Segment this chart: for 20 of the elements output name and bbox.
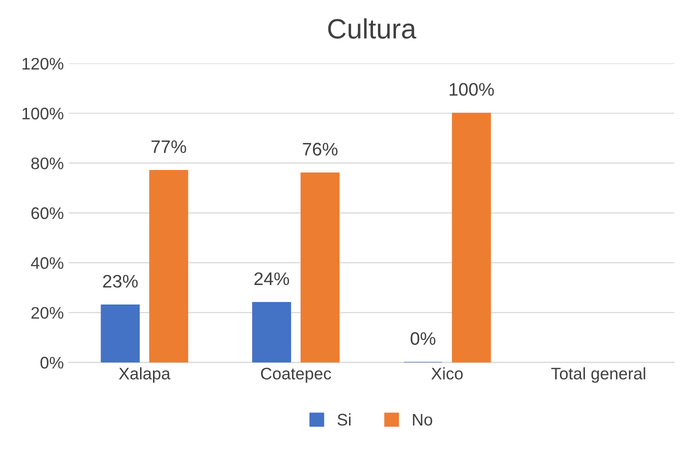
data-label: 24% xyxy=(254,272,290,286)
y-tick-label: 100% xyxy=(22,108,64,120)
legend-label: Si xyxy=(338,413,350,426)
legend-label: No xyxy=(412,414,432,426)
data-label: 77% xyxy=(152,140,186,154)
y-tick-label: 60% xyxy=(31,207,64,220)
y-tick-label: 20% xyxy=(31,306,64,319)
y-tick-label: 80% xyxy=(31,157,64,170)
data-label: 23% xyxy=(103,274,138,288)
y-tick-label: 40% xyxy=(30,257,64,269)
chart-title: Cultura xyxy=(328,18,416,39)
data-label: 100% xyxy=(450,83,494,96)
x-tick-label: Coatepec xyxy=(261,368,332,383)
data-label: 76% xyxy=(302,142,338,156)
y-tick-label: 120% xyxy=(22,58,64,70)
data-label: 0% xyxy=(410,332,436,345)
y-tick-label: 0% xyxy=(40,356,64,369)
x-tick-label: Xalapa xyxy=(118,367,170,383)
x-tick-label: Xico xyxy=(431,367,463,380)
x-tick-label: Total general xyxy=(551,367,646,383)
